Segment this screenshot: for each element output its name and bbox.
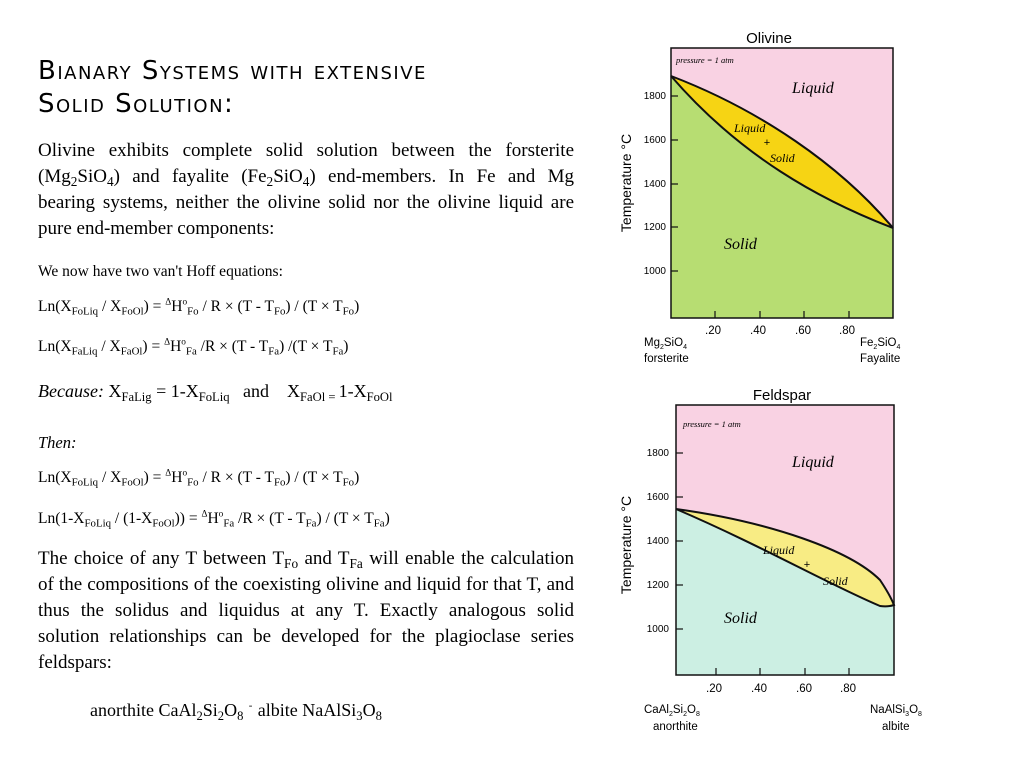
- olivine-x-tick-40: .40: [750, 325, 766, 337]
- equation-fo: Ln(XFoLiq / XFoOl) = ΔHoFo / R × (T - TF…: [38, 297, 360, 318]
- feldspar-y-tick-1000: 1000: [647, 624, 670, 635]
- feldspar-y-tick-1400: 1400: [647, 536, 670, 547]
- olivine-y-tick-1000: 1000: [644, 266, 667, 277]
- feldspar-right-formula: NaAlSi3O8: [870, 704, 922, 718]
- feldspar-solid-label: Solid: [724, 610, 758, 627]
- olivine-liquid-label: Liquid: [791, 80, 835, 97]
- because-equation: Because: XFaLig = 1-XFoLiq and XFaOl = 1…: [38, 381, 393, 404]
- olivine-y-tick-1800: 1800: [644, 91, 667, 102]
- slide-title: Bianary Systems with extensive Solid Sol…: [38, 55, 598, 121]
- olivine-solid-label: Solid: [724, 236, 758, 253]
- olivine-diagram-title: Olivine: [746, 30, 792, 47]
- feldspar-right-name: albite: [882, 721, 910, 733]
- feldspar-endmembers: anorthite CaAl2Si2O8 - albite NaAlSi3O8: [90, 699, 382, 723]
- title-line-2: Solid Solution:: [38, 89, 235, 119]
- olivine-left-name: forsterite: [644, 353, 689, 365]
- olivine-two-phase-liquid-label: Liquid: [733, 121, 766, 135]
- olivine-left-formula: Mg2SiO4: [644, 337, 687, 351]
- feldspar-x-tick-marks: [715, 668, 850, 675]
- equation-fa: Ln(XFaLiq / XFaOl) = ΔHoFa /R × (T - TFa…: [38, 337, 349, 358]
- feldspar-two-phase-plus: +: [804, 559, 810, 571]
- vant-hoff-intro: We now have two van't Hoff equations:: [38, 263, 283, 280]
- calculation-paragraph: The choice of any T between TFo and TFa …: [38, 548, 574, 673]
- olivine-x-tick-20: .20: [705, 325, 721, 337]
- feldspar-pressure-label: pressure = 1 atm: [682, 419, 741, 429]
- feldspar-two-phase-solid-label: Solid: [823, 574, 849, 588]
- olivine-pressure-label: pressure = 1 atm: [675, 55, 734, 65]
- feldspar-y-tick-1600: 1600: [647, 492, 670, 503]
- olivine-y-tick-marks: [671, 95, 678, 272]
- olivine-x-tick-marks: [714, 311, 850, 318]
- olivine-y-axis-label: Temperature °C: [618, 134, 634, 232]
- equation-fo-repeat: Ln(XFoLiq / XFoOl) = ΔHoFo / R × (T - TF…: [38, 468, 360, 489]
- equation-substituted: Ln(1-XFoLiq / (1-XFoOl)) = ΔHoFa /R × (T…: [38, 509, 390, 530]
- feldspar-x-tick-20: .20: [706, 683, 722, 695]
- feldspar-liquid-label: Liquid: [791, 454, 835, 471]
- title-line-1: Bianary Systems with extensive: [38, 56, 427, 86]
- olivine-plot-frame: [670, 47, 894, 319]
- feldspar-y-tick-1800: 1800: [647, 448, 670, 459]
- olivine-right-name: Fayalite: [860, 353, 900, 365]
- olivine-y-tick-1400: 1400: [644, 179, 667, 190]
- feldspar-y-tick-1200: 1200: [647, 580, 670, 591]
- feldspar-x-tick-60: .60: [796, 683, 812, 695]
- olivine-intro-paragraph: Olivine exhibits complete solid solution…: [38, 140, 574, 239]
- olivine-two-phase-solid-label: Solid: [770, 151, 796, 165]
- feldspar-x-tick-40: .40: [751, 683, 767, 695]
- feldspar-y-axis-label: Temperature °C: [618, 496, 634, 594]
- olivine-phase-diagram: Olivine 1800 1600 1400 1200 1000 Tempera…: [618, 30, 901, 365]
- olivine-y-tick-1200: 1200: [644, 222, 667, 233]
- feldspar-two-phase-liquid-label: Liquid: [762, 543, 795, 557]
- feldspar-solid-field: [676, 509, 894, 675]
- olivine-y-tick-1600: 1600: [644, 135, 667, 146]
- feldspar-left-formula: CaAl2Si2O8: [644, 704, 700, 718]
- olivine-solid-field: [671, 76, 893, 318]
- olivine-x-tick-60: .60: [795, 325, 811, 337]
- olivine-right-formula: Fe2SiO4: [860, 337, 901, 351]
- feldspar-y-tick-marks: [676, 452, 683, 630]
- feldspar-left-name: anorthite: [653, 721, 698, 733]
- feldspar-diagram-title: Feldspar: [753, 387, 811, 404]
- olivine-two-phase-plus: +: [764, 137, 770, 149]
- then-label: Then:: [38, 433, 77, 452]
- feldspar-plot-frame: [675, 404, 895, 676]
- feldspar-phase-diagram: Feldspar 1800 1600 1400 1200 1000 Temper…: [618, 387, 922, 733]
- olivine-x-tick-80: .80: [839, 325, 855, 337]
- feldspar-x-tick-80: .80: [840, 683, 856, 695]
